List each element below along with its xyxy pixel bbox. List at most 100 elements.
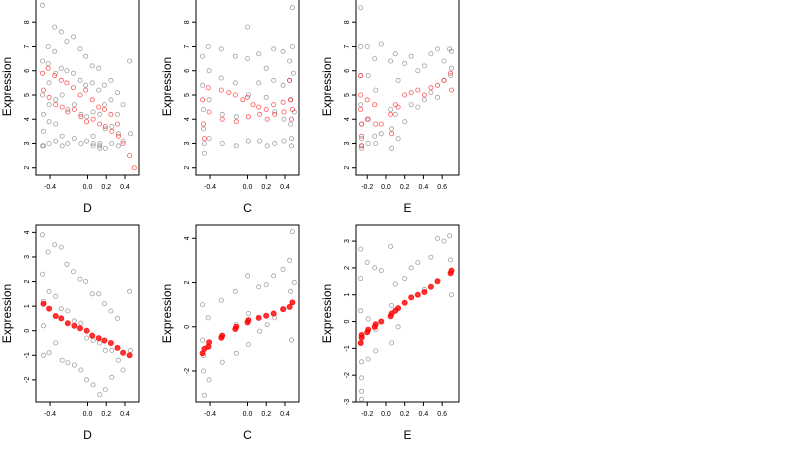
data-point-black xyxy=(120,367,126,373)
data-point-black xyxy=(441,58,447,64)
data-point-black xyxy=(83,53,89,59)
data-point-black xyxy=(434,94,440,100)
data-point-black xyxy=(52,48,58,54)
data-point-black xyxy=(108,97,114,103)
data-point-black xyxy=(45,44,51,50)
data-point-black xyxy=(263,282,269,288)
y-tick-label: 8 xyxy=(344,20,351,24)
y-tick-label: 8 xyxy=(184,20,191,24)
data-point-red xyxy=(378,121,384,127)
data-point-black xyxy=(448,65,454,71)
data-point-red xyxy=(52,312,59,319)
data-point-red xyxy=(127,153,133,159)
x-tick-label: 0.4 xyxy=(419,411,429,418)
data-point-red xyxy=(40,70,46,76)
data-point-black xyxy=(109,347,115,353)
data-point-red xyxy=(205,85,211,91)
data-point-black xyxy=(365,73,371,79)
data-point-black xyxy=(46,80,52,86)
data-point-black xyxy=(120,138,126,144)
data-point-black xyxy=(115,315,121,321)
data-point-red xyxy=(358,331,365,338)
data-point-black xyxy=(421,97,427,103)
data-point-red xyxy=(101,337,108,344)
data-point-black xyxy=(84,335,90,341)
x-axis-label: C xyxy=(243,428,252,442)
x-tick-label: -0.2 xyxy=(361,411,373,418)
data-point-red xyxy=(89,97,95,103)
data-point-black xyxy=(264,143,270,149)
data-point-red xyxy=(59,104,65,110)
data-point-black xyxy=(288,337,294,343)
data-point-red xyxy=(434,278,441,285)
data-point-black xyxy=(389,126,395,132)
data-point-red xyxy=(287,77,293,83)
data-point-black xyxy=(288,121,294,127)
data-point-black xyxy=(53,138,59,144)
data-point-black xyxy=(58,29,64,35)
x-tick-label: -0.4 xyxy=(44,184,56,191)
data-point-red xyxy=(71,322,78,329)
y-tick-label: 2 xyxy=(24,166,31,170)
data-point-black xyxy=(53,340,59,346)
y-tick-label: 2 xyxy=(184,166,191,170)
panel-top-left: -0.40.00.20.423456789DExpression xyxy=(0,0,140,215)
data-point-red xyxy=(264,116,270,122)
data-point-black xyxy=(365,140,371,146)
data-point-black xyxy=(364,259,370,265)
y-axis-label: Expression xyxy=(160,57,174,116)
x-tick-label: 0.2 xyxy=(261,411,271,418)
data-point-red xyxy=(115,121,121,127)
y-tick-label: 3 xyxy=(24,141,31,145)
data-point-black xyxy=(64,261,70,267)
data-point-red xyxy=(71,107,77,113)
data-point-black xyxy=(244,273,250,279)
data-point-black xyxy=(359,145,365,151)
data-point-black xyxy=(89,291,95,297)
data-point-black xyxy=(78,367,84,373)
data-point-black xyxy=(271,77,277,83)
data-point-red xyxy=(389,131,395,137)
y-tick-label: -2 xyxy=(24,377,31,383)
data-point-black xyxy=(200,107,206,113)
x-tick-label: 0.2 xyxy=(101,411,111,418)
data-point-black xyxy=(77,276,83,282)
y-tick-label: 0 xyxy=(184,325,191,329)
data-point-red xyxy=(415,87,421,93)
data-point-black xyxy=(200,53,206,59)
data-point-black xyxy=(263,94,269,100)
data-point-black xyxy=(127,58,133,64)
x-tick-label: 0.2 xyxy=(400,184,410,191)
data-point-red xyxy=(289,299,296,306)
data-point-red xyxy=(358,107,364,113)
data-point-black xyxy=(65,360,71,366)
data-point-red xyxy=(53,102,59,108)
data-point-black xyxy=(97,140,103,146)
data-point-black xyxy=(395,77,401,83)
data-point-black xyxy=(200,126,206,132)
data-point-black xyxy=(358,102,364,108)
data-point-red xyxy=(200,121,206,127)
y-tick-label: 1 xyxy=(344,293,351,297)
data-point-black xyxy=(65,308,71,314)
data-point-black xyxy=(41,323,47,329)
y-axis-label: Expression xyxy=(0,57,14,116)
y-tick-label: -1 xyxy=(24,352,31,358)
data-point-red xyxy=(372,321,379,328)
y-tick-label: 4 xyxy=(184,236,191,240)
data-point-black xyxy=(280,266,286,272)
data-point-black xyxy=(45,249,51,255)
data-point-red xyxy=(427,283,434,290)
data-point-black xyxy=(53,97,59,103)
data-point-black xyxy=(120,102,126,108)
data-point-black xyxy=(428,51,434,57)
data-point-red xyxy=(64,320,71,327)
panel-bottom-middle: -0.4 0.0 0.2 0.4 -2 0 2 4 C Expression xyxy=(160,224,300,442)
data-point-black xyxy=(45,61,51,67)
data-point-red xyxy=(120,349,127,356)
y-tick-label: 7 xyxy=(184,44,191,48)
data-point-red xyxy=(395,104,401,110)
y-axis-label: Expression xyxy=(0,284,14,343)
data-point-black xyxy=(257,328,263,334)
data-point-black xyxy=(358,44,364,50)
